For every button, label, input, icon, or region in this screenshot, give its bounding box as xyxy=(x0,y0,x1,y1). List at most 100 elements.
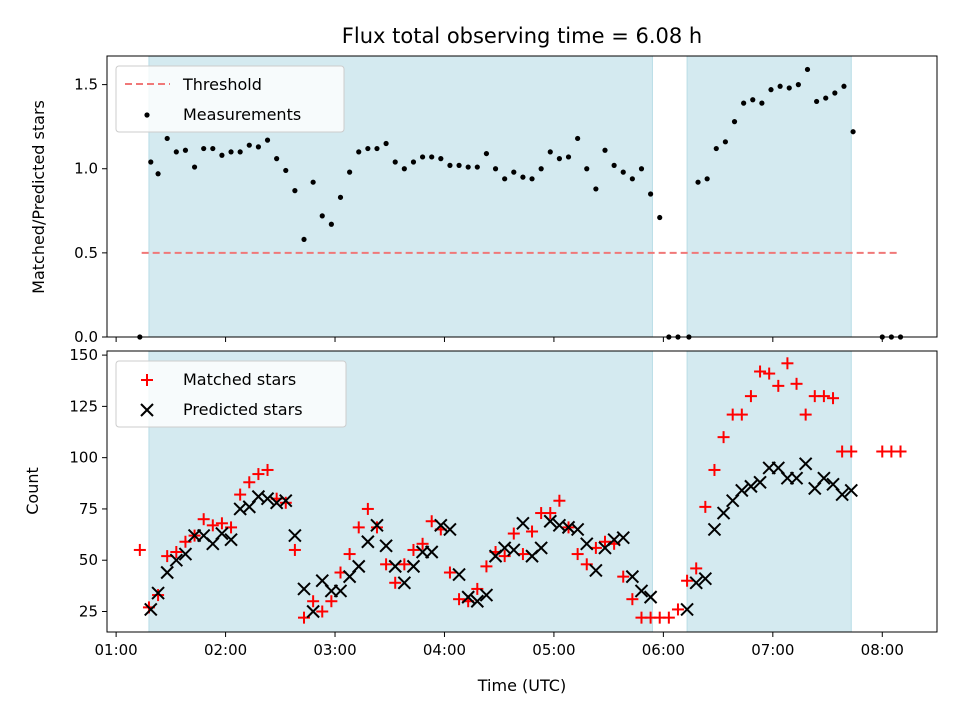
legend-predicted-label: Predicted stars xyxy=(183,400,303,419)
observing-interval-1 xyxy=(686,350,852,633)
measurement-point xyxy=(731,119,738,125)
measurement-point xyxy=(786,85,792,91)
matched-star-point xyxy=(845,445,858,458)
measurement-point xyxy=(841,83,847,89)
x-tick-label: 06:00 xyxy=(642,641,685,659)
predicted-star-point xyxy=(643,590,658,604)
predicted-star-point xyxy=(288,528,302,543)
measurement-point xyxy=(283,167,289,174)
bottom-y-tick-label: 75 xyxy=(79,500,98,518)
matched-star-point xyxy=(754,365,767,378)
matched-star-point xyxy=(790,377,803,390)
x-tick-label: 05:00 xyxy=(532,641,575,659)
measurement-point xyxy=(584,166,590,172)
predicted-star-point xyxy=(634,584,649,598)
measurement-point xyxy=(155,171,161,177)
top-panel: 0.0 0.5 1.0 1.5 Matched/Predicted stars Thr… xyxy=(29,55,938,346)
matched-star-point xyxy=(416,537,429,550)
predicted-star-point xyxy=(151,586,165,600)
predicted-star-point xyxy=(580,537,594,551)
measurement-point xyxy=(713,145,719,152)
bottom-panel: 25 50 75 100 125 150 01:00 02:00 03:00 04:00 05:0… xyxy=(23,346,938,695)
top-y-tick-label: 0.0 xyxy=(74,328,98,346)
legend-measurements-swatch xyxy=(144,112,150,118)
measurement-point xyxy=(438,156,444,162)
matched-star-point xyxy=(717,431,730,444)
matched-star-point xyxy=(261,463,274,476)
legend-predicted-swatch xyxy=(140,403,154,417)
matched-star-point xyxy=(243,476,256,489)
matched-star-point xyxy=(343,548,356,561)
top-y-axis-label: Matched/Predicted stars xyxy=(29,100,48,294)
measurement-point xyxy=(620,169,626,175)
x-tick-label: 07:00 xyxy=(751,641,794,659)
measurement-point xyxy=(429,154,435,160)
measurement-point xyxy=(210,145,216,152)
predicted-star-point xyxy=(470,594,485,608)
bottom-y-tick-label: 25 xyxy=(79,602,98,620)
measurement-point xyxy=(704,176,710,182)
bottom-legend-box xyxy=(115,360,347,428)
predicted-star-point xyxy=(798,457,813,471)
x-tick-label: 04:00 xyxy=(423,641,466,659)
measurement-point xyxy=(529,176,535,182)
predicted-star-point xyxy=(397,576,412,590)
x-tick-label: 01:00 xyxy=(95,641,138,659)
predicted-star-point xyxy=(744,479,758,494)
measurement-point xyxy=(365,145,371,152)
matched-star-point xyxy=(526,525,539,538)
predicted-star-point xyxy=(680,602,694,617)
bottom-y-ticks: 25 50 75 100 125 150 xyxy=(69,346,107,620)
matched-star-point xyxy=(398,558,411,571)
predicted-star-point xyxy=(361,535,375,549)
matched-star-point xyxy=(370,521,383,534)
bottom-y-tick-label: 150 xyxy=(69,346,98,364)
predicted-star-point xyxy=(169,553,184,567)
predicted-star-point xyxy=(370,518,384,533)
predicted-star-point xyxy=(698,571,713,586)
predicted-star-point xyxy=(260,491,275,506)
measurement-point xyxy=(575,135,581,142)
predicted-star-point xyxy=(835,487,849,502)
measurement-point xyxy=(255,144,262,150)
matched-star-point xyxy=(626,593,639,606)
matched-star-point xyxy=(763,367,776,380)
measurement-point xyxy=(219,152,225,158)
matched-star-point xyxy=(279,496,292,509)
measurement-point xyxy=(465,164,471,170)
measurement-point xyxy=(741,100,747,106)
matched-star-point xyxy=(352,521,365,534)
matched-star-point xyxy=(152,589,165,602)
predicted-star-point xyxy=(352,559,366,574)
measurement-point xyxy=(695,179,701,185)
matched-star-point xyxy=(288,543,301,556)
measurement-point xyxy=(383,140,389,147)
predicted-star-point xyxy=(306,604,320,619)
predicted-star-point xyxy=(406,559,421,574)
matched-star-point xyxy=(571,548,584,561)
measurement-point xyxy=(611,162,617,168)
measurement-point xyxy=(201,145,207,152)
measurement-point xyxy=(292,188,298,194)
matched-star-point xyxy=(361,502,374,515)
predicted-star-point xyxy=(434,518,448,533)
predicted-star-point xyxy=(689,576,703,590)
measurement-point xyxy=(410,159,417,165)
measurement-point xyxy=(556,156,562,162)
matched-stars-points xyxy=(133,357,907,624)
measurement-point xyxy=(814,98,820,105)
measurement-point xyxy=(768,87,774,93)
top-observing-shading xyxy=(148,55,852,338)
measurement-point xyxy=(511,169,517,175)
measurement-point xyxy=(547,149,553,155)
predicted-star-point xyxy=(507,543,521,557)
matched-star-point xyxy=(389,576,402,589)
predicted-star-point xyxy=(388,559,402,574)
measurement-point xyxy=(850,129,856,135)
measurement-point xyxy=(520,174,526,180)
predicted-stars-points xyxy=(144,457,858,619)
matched-star-point xyxy=(453,593,466,606)
measurement-point xyxy=(538,166,544,172)
predicted-star-point xyxy=(543,514,557,528)
